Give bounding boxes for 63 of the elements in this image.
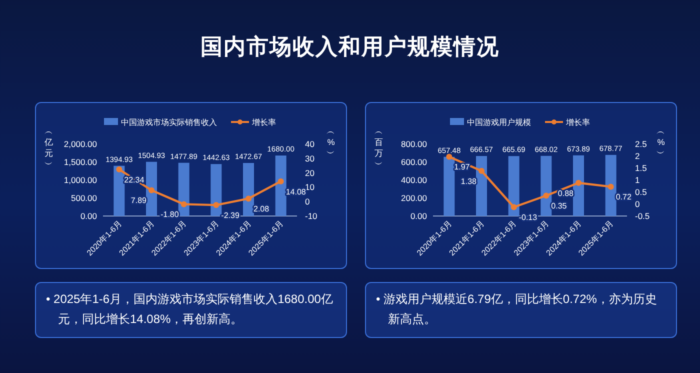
y-axis-title: ︵百万︶ (374, 126, 384, 169)
y-tick-label: 1,000.00 (64, 175, 98, 185)
y2-tick-label: -0.5 (635, 211, 650, 221)
y2-tick-label: 2.5 (635, 139, 648, 149)
y-tick-label: 600.00 (401, 157, 428, 167)
data-label: -1.80 (160, 210, 180, 220)
data-label: 14.08 (286, 187, 306, 196)
y-axis-title: ︵亿元︶ (44, 126, 54, 169)
data-label: 1.38 (460, 176, 478, 186)
data-label: 2.08 (254, 204, 270, 214)
bar (146, 162, 157, 216)
point (576, 180, 582, 186)
y-tick-label: 500.00 (71, 193, 98, 203)
y2-tick-label: -10 (305, 211, 318, 221)
point (510, 204, 517, 210)
legend-label: 中国游戏用户规模 (467, 118, 531, 127)
point (116, 166, 122, 172)
data-label: 0.88 (558, 188, 574, 198)
data-label: 7.89 (130, 196, 148, 206)
y2-tick-label: 0 (305, 196, 310, 207)
point (213, 202, 220, 208)
y2-tick-label: 20 (305, 168, 315, 178)
data-label: -0.13 (518, 213, 538, 222)
point (148, 187, 154, 194)
y2-axis-title: ︵%︶ (656, 126, 666, 158)
bar (114, 166, 125, 216)
y2-tick-label: 0.5 (635, 187, 648, 197)
y-tick-label: 2,000.00 (64, 139, 98, 149)
y2-tick-label: 2 (635, 151, 640, 161)
bar (243, 162, 254, 216)
y-tick-label: 200.00 (401, 193, 428, 203)
y2-tick-label: 1 (635, 175, 640, 185)
y-tick-label: 800.00 (401, 139, 428, 149)
text: • 2025年1-6月，国内游戏市场实际销售收入1680.00亿元，同比增长14.08%，再创新高。 (46, 291, 334, 328)
text: • 游戏用户规模近6.79亿，同比增长0.72%，亦为历史新高点。 (376, 291, 658, 328)
data-label: -2.39 (221, 211, 240, 220)
point (180, 201, 187, 208)
legend-label: 增长率 (251, 118, 276, 127)
y2-tick-label: 1.5 (635, 163, 648, 173)
point (246, 196, 252, 202)
point (478, 168, 484, 174)
data-label: 0.72 (616, 192, 632, 202)
y2-tick-label: 30 (305, 153, 315, 164)
point (446, 154, 452, 160)
point (608, 184, 614, 190)
bar (178, 162, 190, 216)
y2-axis-title: ︵%︶ (326, 126, 336, 158)
point (278, 178, 284, 184)
y2-tick-label: 10 (305, 182, 315, 192)
y2-tick-label: 40 (305, 139, 315, 149)
y-tick-label: 0.00 (80, 211, 98, 221)
y-tick-label: 400.00 (401, 175, 428, 185)
legend-label: 中国游戏市场实际销售收入 (121, 118, 217, 127)
y-tick-label: 1,500.00 (64, 157, 98, 167)
bar (210, 164, 222, 216)
legend-label: 增长率 (565, 118, 590, 127)
y2-tick-label: 0 (635, 199, 640, 209)
data-label: 0.35 (551, 202, 568, 211)
text: 国内市场收入和用户规模情况 (200, 33, 500, 61)
bar (275, 156, 286, 216)
y-tick-label: 0.00 (410, 211, 428, 221)
data-label: 1.97 (454, 162, 470, 172)
point (543, 192, 550, 199)
